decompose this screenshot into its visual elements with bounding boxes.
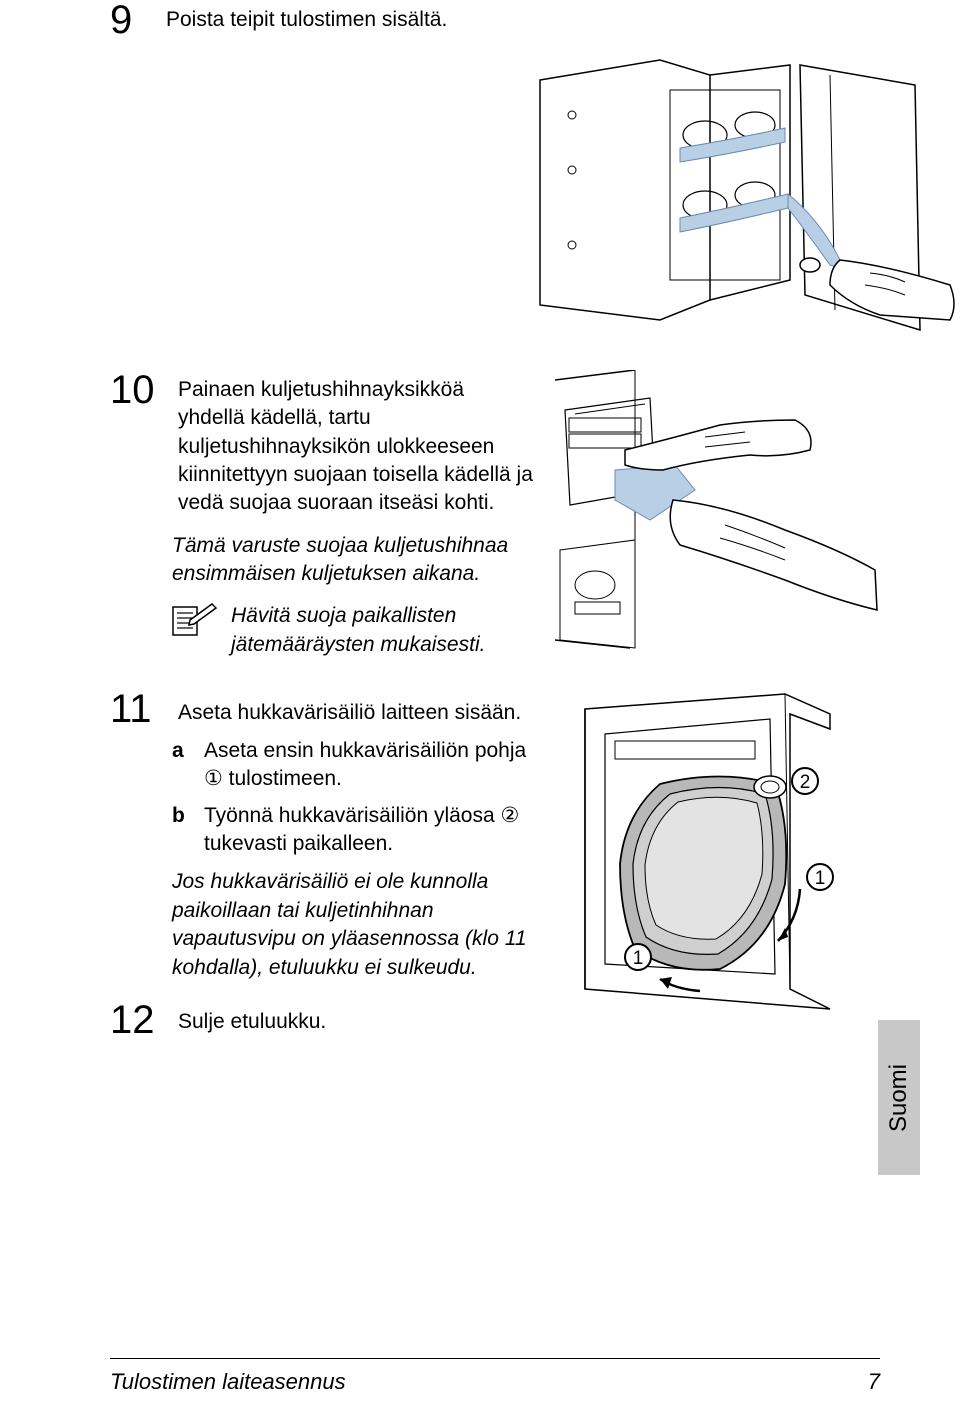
step-11-row: 11 Aseta hukkavärisäiliö laitteen sisään… <box>110 689 880 1040</box>
step-11-b: b Työnnä hukkavärisäiliön yläosa ② tukev… <box>172 802 540 859</box>
step-12-text: Sulje etuluukku. <box>178 1000 326 1034</box>
step-11-italic: Jos hukkavärisäiliö ei ole kunnolla paik… <box>172 868 540 981</box>
figure-belt-guard <box>555 370 880 650</box>
step-9-number: 9 <box>110 0 158 40</box>
language-tab: Suomi <box>878 1020 920 1175</box>
step-11-left: 11 Aseta hukkavärisäiliö laitteen sisään… <box>110 689 540 1040</box>
step-11-head-text: Aseta hukkavärisäiliö laitteen sisään. <box>178 689 521 727</box>
footer-rule <box>110 1358 880 1359</box>
language-tab-text: Suomi <box>885 1063 913 1131</box>
figure-waste-toner: 2 1 1 <box>560 689 880 1019</box>
step-11-a: a Aseta ensin hukkavärisäiliön pohja ① t… <box>172 737 540 794</box>
svg-text:1: 1 <box>815 868 826 889</box>
page: 9 Poista teipit tulostimen sisältä. <box>0 0 960 1425</box>
step-9-text: Poista teipit tulostimen sisältä. <box>166 0 447 32</box>
step-10-row: 10 Painaen kuljetushihnayksikköä yhdellä… <box>110 370 880 659</box>
step-10-left: 10 Painaen kuljetushihnayksikköä yhdellä… <box>110 370 535 659</box>
step-10-text: Painaen kuljetushihnayksikköä yhdellä kä… <box>178 370 535 518</box>
step-12-number: 12 <box>110 1000 172 1040</box>
step-11-head: 11 Aseta hukkavärisäiliö laitteen sisään… <box>110 689 540 729</box>
step-10-note-text: Hävitä suoja paikallisten jätemääräysten… <box>231 602 535 659</box>
step-10-italic: Tämä varuste suojaa kuljetushihnaa ensim… <box>172 532 535 589</box>
step-11-a-text: Aseta ensin hukkavärisäiliön pohja ① tul… <box>204 737 540 794</box>
step-10-head: 10 Painaen kuljetushihnayksikköä yhdellä… <box>110 370 535 518</box>
step-11-number: 11 <box>110 689 172 729</box>
step-11-b-text: Työnnä hukkavärisäiliön yläosa ② tukevas… <box>204 802 540 859</box>
figure-printer-tapes <box>530 50 960 350</box>
step-12: 12 Sulje etuluukku. <box>110 1000 540 1040</box>
footer-row: Tulostimen laiteasennus 7 <box>110 1369 880 1395</box>
step-10-note-row: Hävitä suoja paikallisten jätemääräysten… <box>172 602 535 659</box>
step-11-a-letter: a <box>172 737 192 794</box>
footer-title: Tulostimen laiteasennus <box>110 1369 346 1395</box>
svg-text:1: 1 <box>633 948 644 969</box>
page-footer: Tulostimen laiteasennus 7 <box>110 1358 880 1395</box>
note-icon <box>172 602 217 636</box>
step-10-number: 10 <box>110 370 172 410</box>
step-9: 9 Poista teipit tulostimen sisältä. <box>110 0 880 40</box>
footer-page-number: 7 <box>868 1369 880 1395</box>
svg-text:2: 2 <box>800 772 811 793</box>
step-11-b-letter: b <box>172 802 192 859</box>
